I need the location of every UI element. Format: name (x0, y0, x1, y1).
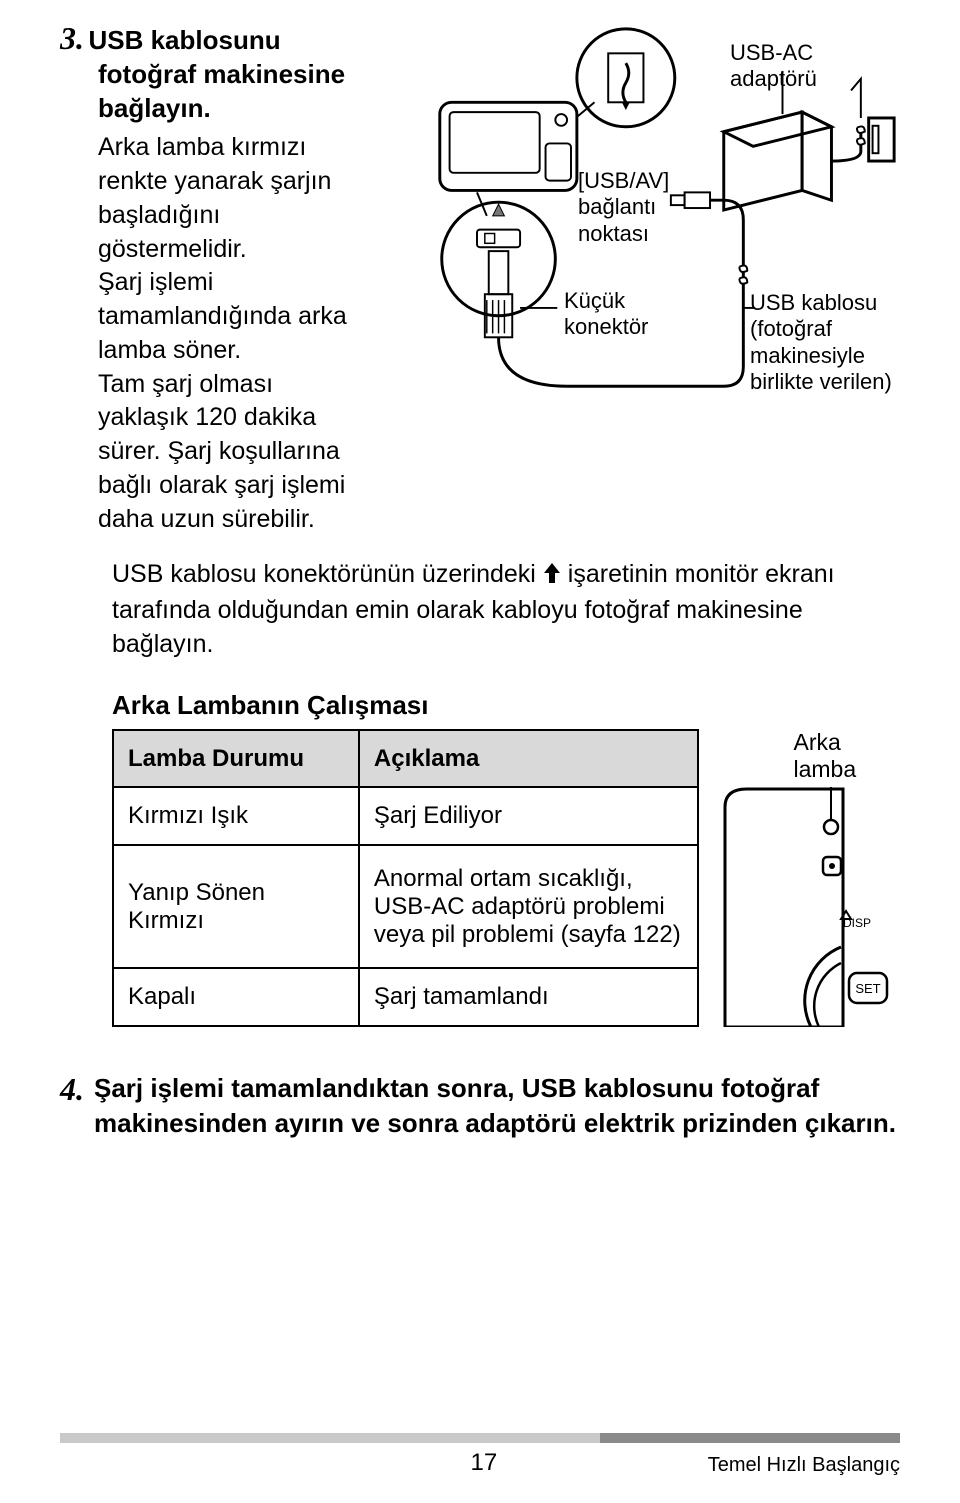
label-small-connector: Küçük konektör (564, 288, 648, 341)
label-usb-cable-3: birlikte verilen) (750, 369, 892, 394)
note-part1: USB kablosu konektörünün üzerindeki (112, 560, 536, 588)
step3-body-l2: başladığını (98, 201, 220, 229)
table-header-col2: Açıklama (359, 730, 699, 788)
step3-body-l6: lamba söner. (98, 336, 241, 364)
step3-number: 3. (60, 20, 84, 56)
step3-body-l1: renkte yanarak şarjın (98, 167, 331, 195)
step3-body-l7: Tam şarj olması (98, 370, 273, 398)
label-usb-cable: USB kablosu (fotoğraf makinesiyle birlik… (750, 290, 900, 396)
cell-r2c1: Kapalı (113, 968, 359, 1026)
back-lamp-section-title: Arka Lambanın Çalışması (112, 690, 900, 721)
step3-body-l11: daha uzun sürebilir. (98, 505, 315, 533)
up-arrow-mark-icon (543, 560, 561, 594)
step3-block: 3. USB kablosunu fotoğraf makinesine bağ… (60, 20, 900, 536)
step3-body-l5: tamamlandığında arka (98, 302, 347, 330)
connector-orientation-note: USB kablosu konektörünün üzerindeki işar… (112, 558, 900, 661)
step3-heading: 3. USB kablosunu fotoğraf makinesine bağ… (60, 20, 410, 125)
cell-r0c2: Şarj Ediliyor (359, 787, 699, 845)
label-small-conn-2: konektör (564, 314, 648, 339)
step4-block: 4. Şarj işlemi tamamlandıktan sonra, USB… (60, 1071, 900, 1141)
label-usb-av-2: bağlantı (578, 194, 656, 219)
label-usb-cable-1: USB kablosu (750, 290, 877, 315)
step3-body-l3: göstermelidir. (98, 235, 247, 263)
step3-body-l10: bağlı olarak şarj işlemi (98, 471, 345, 499)
lamp-status-table: Lamba Durumu Açıklama Kırmızı Işık Şarj … (112, 729, 699, 1027)
step3-body-l9: sürer. Şarj koşullarına (98, 437, 340, 465)
label-usb-av-1: [USB/AV] (578, 168, 669, 193)
step4-number: 4. (60, 1071, 84, 1108)
cell-r1c2: Anormal ortam sıcaklığı, USB-AC adaptörü… (359, 845, 699, 968)
connection-diagram: USB-AC adaptörü [USB/AV] bağlantı noktas… (430, 20, 900, 400)
back-lamp-label: Arka lamba (723, 729, 900, 783)
cell-r1c1: Yanıp Sönen Kırmızı (113, 845, 359, 968)
footer-section-title: Temel Hızlı Başlangıç (708, 1454, 900, 1477)
page-number: 17 (471, 1449, 498, 1477)
step3-title-line2: fotoğraf makinesine (98, 59, 345, 89)
table-row: Kapalı Şarj tamamlandı (113, 968, 698, 1026)
camera-back-panel: Arka lamba DISP SET (723, 729, 900, 1027)
table-header-col1: Lamba Durumu (113, 730, 359, 788)
step3-title-line1: USB kablosunu (88, 25, 280, 55)
step3-body-l8: yaklaşık 120 dakika (98, 403, 316, 431)
footer-divider (60, 1433, 900, 1443)
step3-text-column: 3. USB kablosunu fotoğraf makinesine bağ… (60, 20, 410, 536)
label-usb-av-port: [USB/AV] bağlantı noktası (578, 168, 669, 247)
cell-r2c2: Şarj tamamlandı (359, 968, 699, 1026)
step4-text: Şarj işlemi tamamlandıktan sonra, USB ka… (94, 1071, 900, 1141)
table-row: Kırmızı Işık Şarj Ediliyor (113, 787, 698, 845)
page-footer: 17 Temel Hızlı Başlangıç (0, 1433, 960, 1477)
label-small-conn-1: Küçük (564, 288, 625, 313)
step3-body-l0: Arka lamba kırmızı (98, 133, 306, 161)
step3-title-line3: bağlayın. (98, 93, 211, 123)
step3-body-l4: Şarj işlemi (98, 268, 213, 296)
svg-text:SET: SET (856, 981, 881, 996)
table-row: Yanıp Sönen Kırmızı Anormal ortam sıcakl… (113, 845, 698, 968)
label-usb-av-3: noktası (578, 221, 649, 246)
cell-r0c1: Kırmızı Işık (113, 787, 359, 845)
step3-body: Arka lamba kırmızı renkte yanarak şarjın… (98, 131, 410, 536)
camera-back-svg: DISP SET (723, 787, 893, 1027)
label-usb-ac-adapter: USB-AC adaptörü (730, 40, 900, 93)
label-usb-cable-2: (fotoğraf makinesiyle (750, 316, 865, 367)
lamp-table-wrap: Lamba Durumu Açıklama Kırmızı Işık Şarj … (112, 729, 900, 1027)
